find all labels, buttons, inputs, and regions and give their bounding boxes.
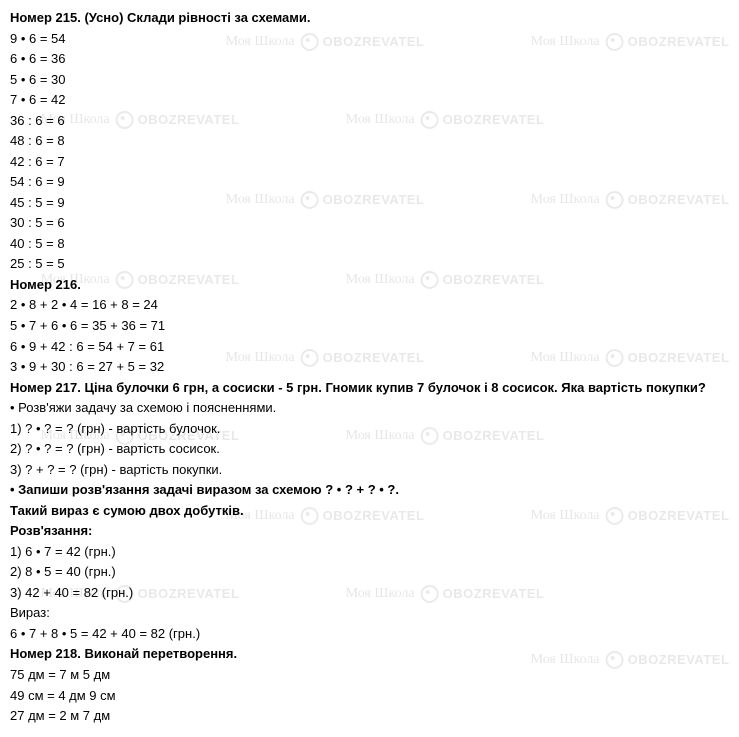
heading-line: Номер 215. (Усно) Склади рівності за схе… [10, 8, 729, 29]
heading-line: Номер 216. [10, 275, 729, 296]
text-line: 25 : 5 = 5 [10, 254, 729, 275]
text-line: 2) 8 • 5 = 40 (грн.) [10, 562, 729, 583]
text-line: 6 • 6 = 36 [10, 49, 729, 70]
document-body: Номер 215. (Усно) Склади рівності за схе… [0, 0, 739, 737]
text-line: 48 : 6 = 8 [10, 131, 729, 152]
text-line: 36 : 6 = 6 [10, 111, 729, 132]
text-line: 45 : 5 = 9 [10, 193, 729, 214]
heading-line: Такий вираз є сумою двох добутків. [10, 501, 729, 522]
heading-line: Номер 217. Ціна булочки 6 грн, а сосиски… [10, 378, 729, 399]
text-line: 2 • 8 + 2 • 4 = 16 + 8 = 24 [10, 295, 729, 316]
text-line: 5 • 7 + 6 • 6 = 35 + 36 = 71 [10, 316, 729, 337]
text-line: Вираз: [10, 603, 729, 624]
text-line: 3 • 9 + 30 : 6 = 27 + 5 = 32 [10, 357, 729, 378]
text-line: 40 : 5 = 8 [10, 234, 729, 255]
text-line: 1) ? • ? = ? (грн) - вартість булочок. [10, 419, 729, 440]
heading-line: • Запиши розв'язання задачі виразом за с… [10, 480, 729, 501]
heading-line: Розв'язання: [10, 521, 729, 542]
heading-line: Номер 218. Виконай перетворення. [10, 644, 729, 665]
text-line: 54 : 6 = 9 [10, 172, 729, 193]
text-line: 6 • 7 + 8 • 5 = 42 + 40 = 82 (грн.) [10, 624, 729, 645]
text-line: 7 • 6 = 42 [10, 90, 729, 111]
text-line: 27 дм = 2 м 7 дм [10, 706, 729, 727]
text-line: 1) 6 • 7 = 42 (грн.) [10, 542, 729, 563]
text-line: 6 • 9 + 42 : 6 = 54 + 7 = 61 [10, 337, 729, 358]
text-line: • Розв'яжи задачу за схемою і поясненням… [10, 398, 729, 419]
text-line: 5 • 6 = 30 [10, 70, 729, 91]
text-line: 75 дм = 7 м 5 дм [10, 665, 729, 686]
text-line: 3) ? + ? = ? (грн) - вартість покупки. [10, 460, 729, 481]
text-line: 3) 42 + 40 = 82 (грн.) [10, 583, 729, 604]
text-line: 49 см = 4 дм 9 см [10, 686, 729, 707]
text-line: 9 • 6 = 54 [10, 29, 729, 50]
text-line: 42 : 6 = 7 [10, 152, 729, 173]
text-line: 2) ? • ? = ? (грн) - вартість сосисок. [10, 439, 729, 460]
text-line: 30 : 5 = 6 [10, 213, 729, 234]
